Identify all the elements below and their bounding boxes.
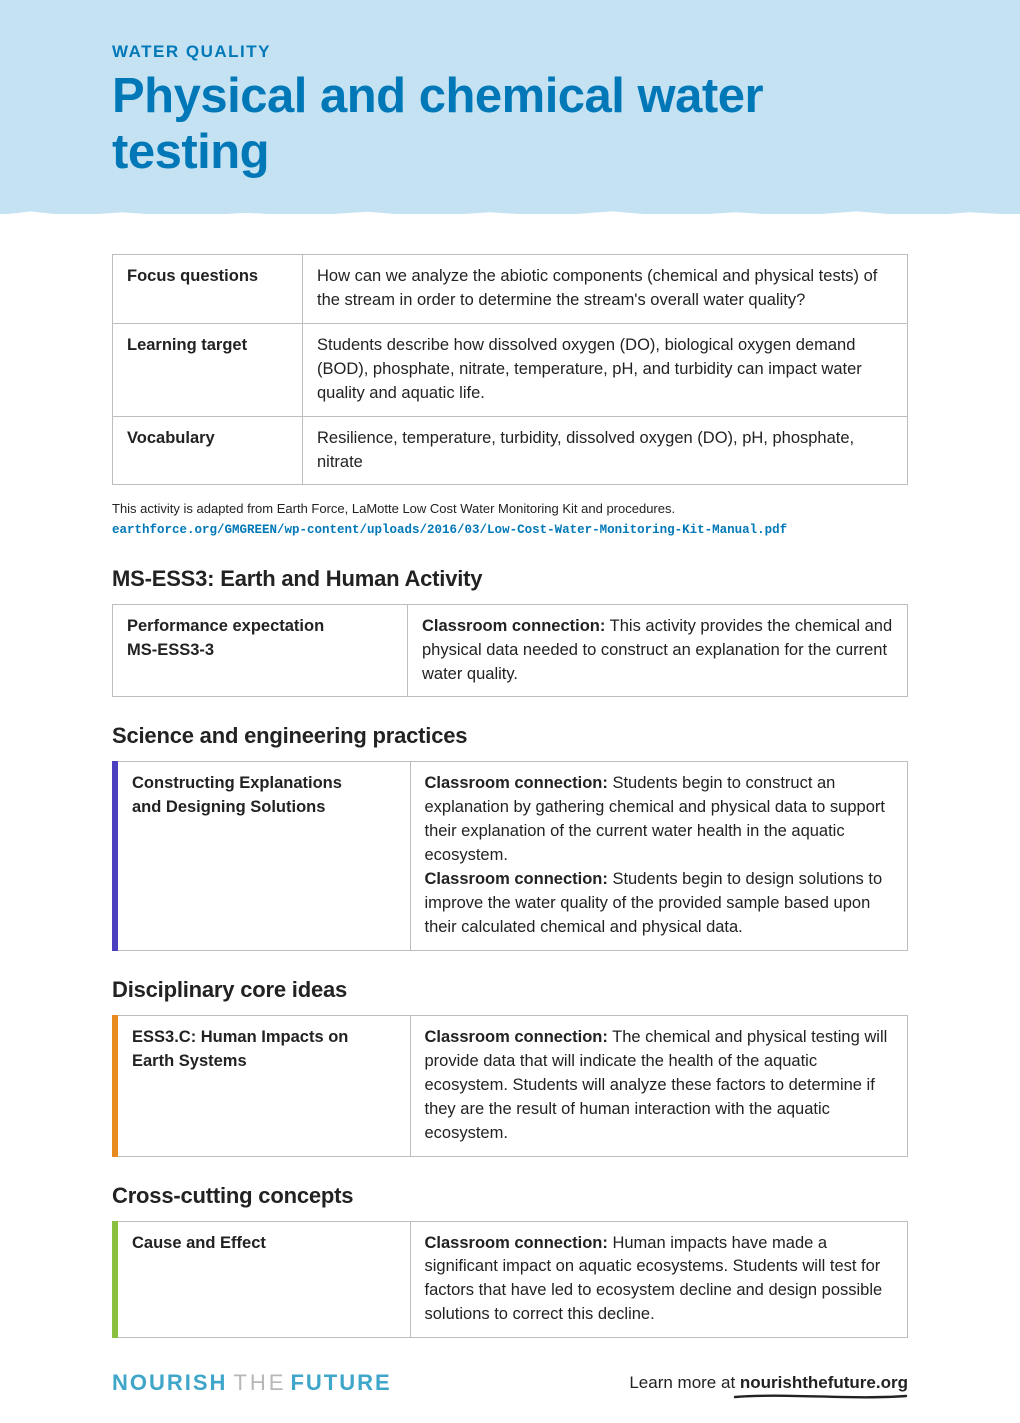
table-row: Vocabulary Resilience, temperature, turb…: [113, 416, 908, 485]
sep-left-line1: Constructing Explanations: [132, 774, 342, 792]
info-table: Focus questions How can we analyze the a…: [112, 254, 908, 485]
table-row: Learning target Students describe how di…: [113, 323, 908, 416]
page-title: Physical and chemical water testing: [112, 68, 930, 180]
info-value-focus: How can we analyze the abiotic component…: [303, 255, 908, 324]
logo: NOURISHTHEFUTURE: [112, 1370, 392, 1396]
standard-box: Performance expectation MS-ESS3-3 Classr…: [112, 604, 908, 698]
ccc-left-line1: Cause and Effect: [132, 1234, 266, 1252]
logo-word-2: THE: [233, 1370, 286, 1395]
cc-label: Classroom connection:: [425, 774, 608, 792]
cc-label: Classroom connection:: [422, 617, 605, 635]
standard-left-line1: Performance expectation: [127, 617, 324, 635]
dci-left-line2: Earth Systems: [132, 1052, 247, 1070]
dci-left-line1: ESS3.C: Human Impacts on: [132, 1028, 348, 1046]
ccc-box: Cause and Effect Classroom connection: H…: [112, 1221, 908, 1339]
ccc-left: Cause and Effect: [115, 1221, 410, 1338]
learn-more: Learn more at nourishthefuture.org: [629, 1373, 908, 1393]
heading-ccc: Cross-cutting concepts: [112, 1183, 908, 1209]
table-row: Focus questions How can we analyze the a…: [113, 255, 908, 324]
heading-dci: Disciplinary core ideas: [112, 977, 908, 1003]
sep-right: Classroom connection: Students begin to …: [410, 762, 908, 950]
heading-standard: MS-ESS3: Earth and Human Activity: [112, 566, 908, 592]
cc-label: Classroom connection:: [425, 1234, 608, 1252]
dci-box: ESS3.C: Human Impacts on Earth Systems C…: [112, 1015, 908, 1157]
standard-left-line2: MS-ESS3-3: [127, 641, 214, 659]
logo-word-1: NOURISH: [112, 1370, 227, 1395]
info-label-focus: Focus questions: [113, 255, 303, 324]
attribution: This activity is adapted from Earth Forc…: [112, 499, 908, 539]
learn-prefix: Learn more at: [629, 1373, 740, 1392]
sep-left-line2: and Designing Solutions: [132, 798, 325, 816]
heading-sep: Science and engineering practices: [112, 723, 908, 749]
dci-right: Classroom connection: The chemical and p…: [410, 1015, 908, 1156]
learn-site[interactable]: nourishthefuture.org: [740, 1373, 908, 1392]
cc-label: Classroom connection:: [425, 1028, 608, 1046]
dci-left: ESS3.C: Human Impacts on Earth Systems: [115, 1015, 410, 1156]
sep-box: Constructing Explanations and Designing …: [112, 761, 908, 950]
info-label-vocab: Vocabulary: [113, 416, 303, 485]
eyebrow: WATER QUALITY: [112, 42, 930, 62]
info-label-learning: Learning target: [113, 323, 303, 416]
standard-left: Performance expectation MS-ESS3-3: [113, 604, 408, 697]
sep-left: Constructing Explanations and Designing …: [115, 762, 410, 950]
content: Focus questions How can we analyze the a…: [0, 214, 1020, 1338]
standard-right: Classroom connection: This activity prov…: [408, 604, 908, 697]
attribution-text: This activity is adapted from Earth Forc…: [112, 501, 675, 516]
logo-word-3: FUTURE: [290, 1370, 391, 1395]
info-value-vocab: Resilience, temperature, turbidity, diss…: [303, 416, 908, 485]
hero-banner: WATER QUALITY Physical and chemical wate…: [0, 0, 1020, 214]
attribution-link[interactable]: earthforce.org/GMGREEN/wp-content/upload…: [112, 523, 787, 537]
info-value-learning: Students describe how dissolved oxygen (…: [303, 323, 908, 416]
cc-label: Classroom connection:: [425, 870, 608, 888]
ccc-right: Classroom connection: Human impacts have…: [410, 1221, 908, 1338]
underline-swoosh-icon: [733, 1393, 908, 1401]
footer: NOURISHTHEFUTURE Learn more at nourishth…: [0, 1338, 1020, 1423]
